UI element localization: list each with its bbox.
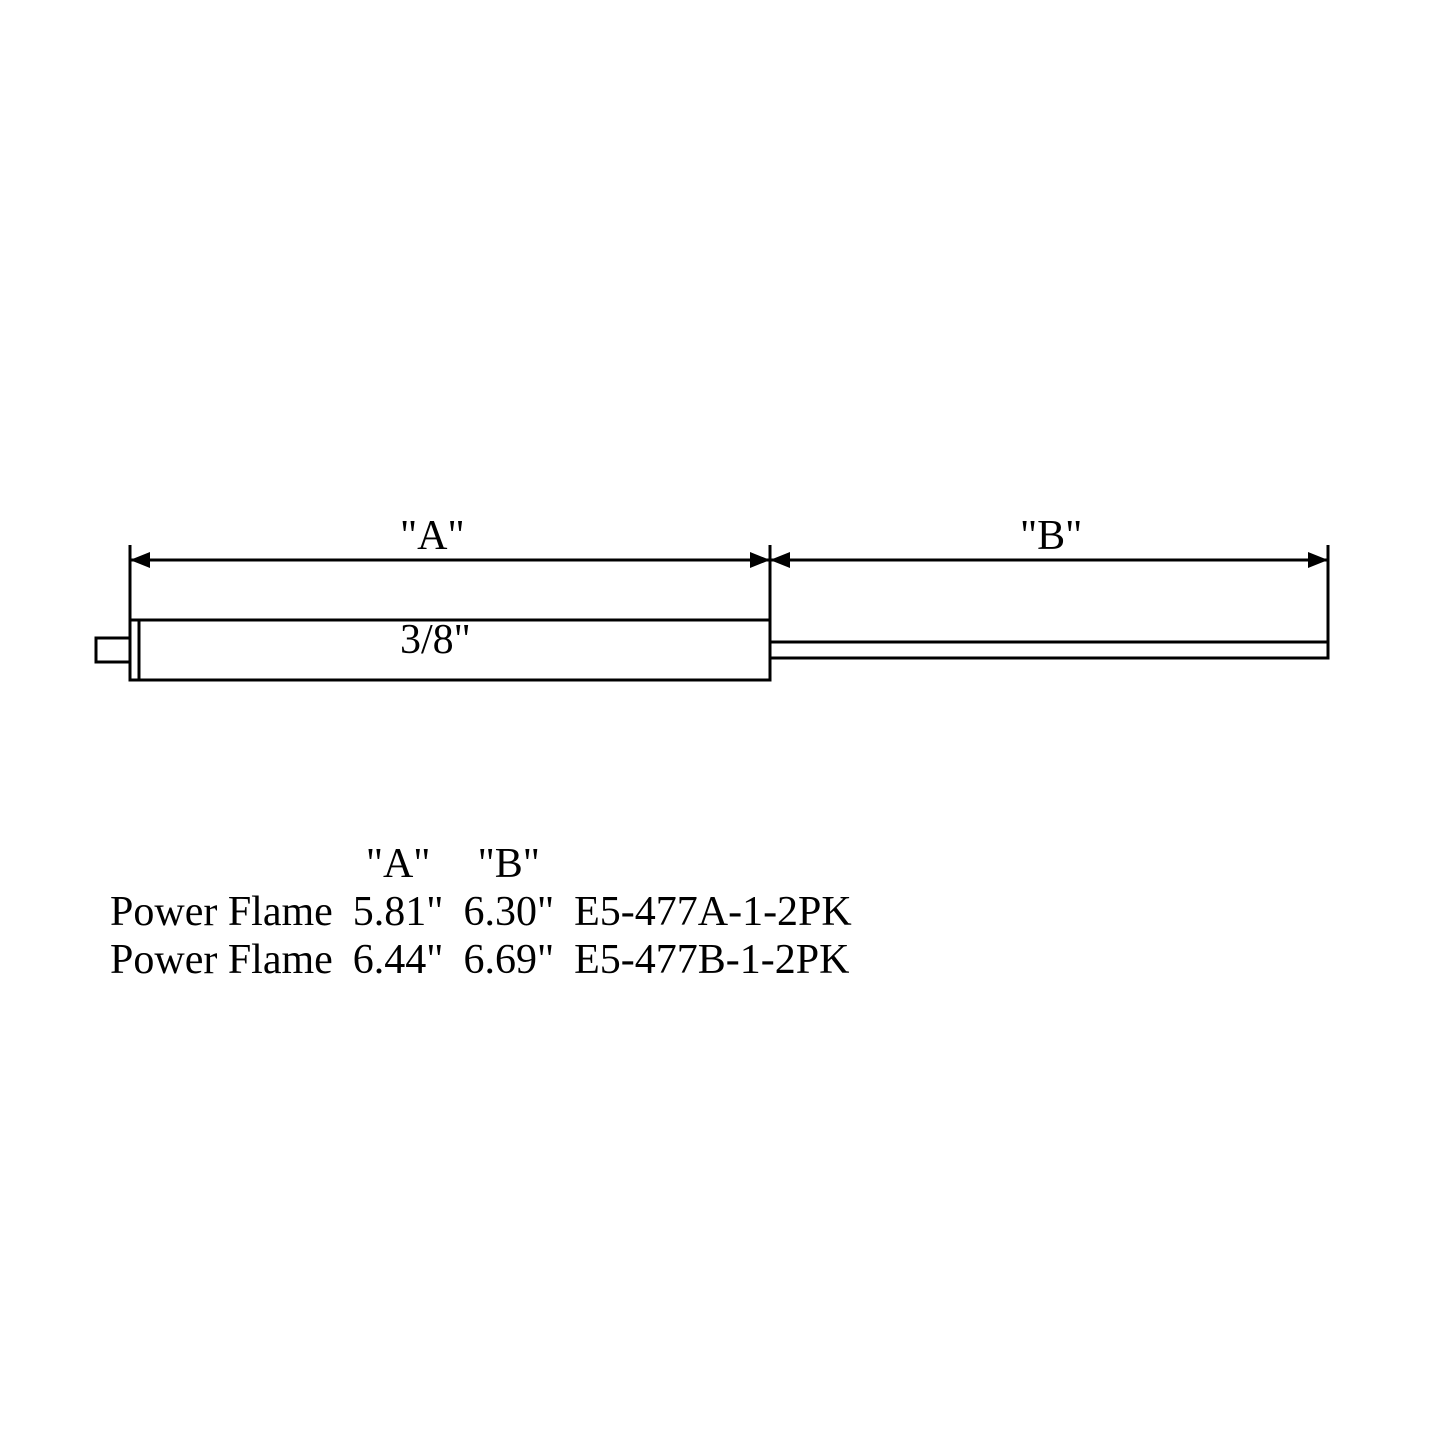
cell-a: 6.44" — [343, 936, 454, 984]
dim-a-arrow-right — [750, 552, 770, 568]
col-part-header — [564, 840, 862, 888]
dim-a-arrow-left — [130, 552, 150, 568]
dim-a-label: "A" — [400, 512, 465, 560]
cell-b: 6.30" — [453, 888, 564, 936]
dim-b-label: "B" — [1020, 512, 1082, 560]
col-a-header: "A" — [343, 840, 454, 888]
cell-part: E5-477B-1-2PK — [564, 936, 862, 984]
cell-brand: Power Flame — [100, 888, 343, 936]
dimension-table: "A" "B" Power Flame 5.81" 6.30" E5-477A-… — [100, 840, 1360, 984]
dimension-table-el: "A" "B" Power Flame 5.81" 6.30" E5-477A-… — [100, 840, 862, 984]
cell-a: 5.81" — [343, 888, 454, 936]
cell-brand: Power Flame — [100, 936, 343, 984]
col-brand-header — [100, 840, 343, 888]
dim-b-arrow-left — [770, 552, 790, 568]
table-row: Power Flame 5.81" 6.30" E5-477A-1-2PK — [100, 888, 862, 936]
dim-b-arrow-right — [1308, 552, 1328, 568]
cell-part: E5-477A-1-2PK — [564, 888, 862, 936]
diagram-canvas: "A" "B" 3/8" "A" "B" Power Flame 5.81" 6… — [0, 0, 1445, 1445]
table-header-row: "A" "B" — [100, 840, 862, 888]
stub-rect — [96, 638, 130, 662]
table-row: Power Flame 6.44" 6.69" E5-477B-1-2PK — [100, 936, 862, 984]
col-b-header: "B" — [453, 840, 564, 888]
cell-b: 6.69" — [453, 936, 564, 984]
rod-rect — [770, 642, 1328, 658]
body-diameter-label: 3/8" — [400, 616, 471, 664]
electrode-diagram-svg — [0, 0, 1445, 1445]
